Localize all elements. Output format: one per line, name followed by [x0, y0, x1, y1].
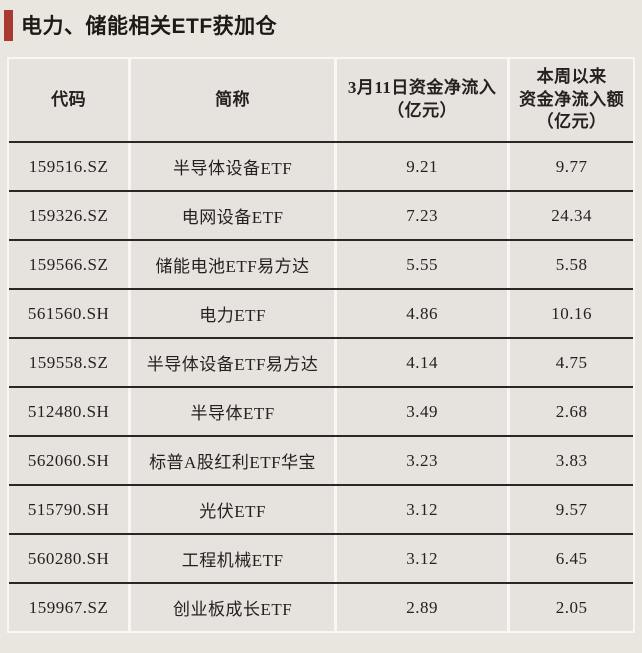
cell-code: 512480.SH	[9, 388, 129, 435]
cell-name: 半导体设备ETF	[131, 143, 334, 190]
cell-name: 储能电池ETF易方达	[131, 241, 334, 288]
table-row: 560280.SH 工程机械ETF 3.12 6.45	[9, 535, 633, 582]
cell-inflow-week: 2.68	[510, 388, 633, 435]
cell-code: 159566.SZ	[9, 241, 129, 288]
etf-inflow-table: 代码 简称 3月11日资金净流入 （亿元） 本周以来 资金净流入额 （亿元） 1…	[7, 57, 635, 633]
cell-inflow-week: 9.57	[510, 486, 633, 533]
cell-name: 半导体ETF	[131, 388, 334, 435]
cell-inflow-0311: 9.21	[336, 143, 508, 190]
cell-inflow-0311: 4.86	[336, 290, 508, 337]
row-separator	[9, 582, 633, 584]
cell-inflow-0311: 4.14	[336, 339, 508, 386]
table-body: 159516.SZ 半导体设备ETF 9.21 9.77 159326.SZ 电网设备ET…	[9, 141, 633, 631]
row-separator	[9, 435, 633, 437]
column-header-inflow-week: 本周以来 资金净流入额 （亿元）	[510, 59, 633, 141]
cell-inflow-0311: 5.55	[336, 241, 508, 288]
cell-inflow-week: 4.75	[510, 339, 633, 386]
row-separator	[9, 533, 633, 535]
cell-inflow-0311: 3.12	[336, 535, 508, 582]
table-row: 512480.SH 半导体ETF 3.49 2.68	[9, 388, 633, 435]
column-header-code: 代码	[9, 59, 129, 141]
row-separator	[9, 337, 633, 339]
column-header-line: 本周以来	[536, 66, 607, 86]
cell-inflow-week: 6.45	[510, 535, 633, 582]
cell-inflow-0311: 2.89	[336, 584, 508, 631]
column-header-line: 简称	[215, 89, 251, 109]
cell-code: 560280.SH	[9, 535, 129, 582]
cell-inflow-week: 24.34	[510, 192, 633, 239]
row-separator	[9, 190, 633, 192]
table-row: 159326.SZ 电网设备ETF 7.23 24.34	[9, 192, 633, 239]
row-separator	[9, 288, 633, 290]
table-row: 515790.SH 光伏ETF 3.12 9.57	[9, 486, 633, 533]
cell-inflow-week: 2.05	[510, 584, 633, 631]
column-header-name: 简称	[131, 59, 334, 141]
cell-inflow-0311: 3.12	[336, 486, 508, 533]
cell-inflow-0311: 7.23	[336, 192, 508, 239]
page-title: 电力、储能相关ETF获加仓	[21, 15, 278, 38]
cell-name: 创业板成长ETF	[131, 584, 334, 631]
table-row: 159967.SZ 创业板成长ETF 2.89 2.05	[9, 584, 633, 631]
cell-inflow-week: 10.16	[510, 290, 633, 337]
cell-inflow-week: 3.83	[510, 437, 633, 484]
column-header-line: 3月11日资金净流入	[347, 78, 497, 98]
table-header-row: 代码 简称 3月11日资金净流入 （亿元） 本周以来 资金净流入额 （亿元）	[9, 59, 633, 141]
row-separator	[9, 141, 633, 143]
table-row: 159516.SZ 半导体设备ETF 9.21 9.77	[9, 143, 633, 190]
column-header-line: 代码	[51, 89, 87, 109]
row-separator	[9, 484, 633, 486]
cell-code: 561560.SH	[9, 290, 129, 337]
cell-code: 159516.SZ	[9, 143, 129, 190]
table-row: 159558.SZ 半导体设备ETF易方达 4.14 4.75	[9, 339, 633, 386]
title-bar: 电力、储能相关ETF获加仓	[4, 9, 642, 41]
row-separator	[9, 239, 633, 241]
cell-name: 标普A股红利ETF华宝	[131, 437, 334, 484]
cell-name: 电网设备ETF	[131, 192, 334, 239]
table-row: 159566.SZ 储能电池ETF易方达 5.55 5.58	[9, 241, 633, 288]
cell-code: 515790.SH	[9, 486, 129, 533]
cell-inflow-week: 5.58	[510, 241, 633, 288]
table-row: 561560.SH 电力ETF 4.86 10.16	[9, 290, 633, 337]
column-header-line: （亿元）	[536, 112, 607, 132]
row-separator	[9, 386, 633, 388]
title-accent-bar	[4, 9, 13, 41]
cell-name: 半导体设备ETF易方达	[131, 339, 334, 386]
table-row: 562060.SH 标普A股红利ETF华宝 3.23 3.83	[9, 437, 633, 484]
column-header-line: 资金净流入额	[519, 89, 625, 109]
page: { "page": { "background_color": "#e9e6e0…	[0, 9, 642, 653]
cell-inflow-0311: 3.49	[336, 388, 508, 435]
column-header-inflow-0311: 3月11日资金净流入 （亿元）	[336, 59, 508, 141]
cell-inflow-week: 9.77	[510, 143, 633, 190]
cell-name: 工程机械ETF	[131, 535, 334, 582]
cell-code: 159326.SZ	[9, 192, 129, 239]
cell-code: 562060.SH	[9, 437, 129, 484]
cell-inflow-0311: 3.23	[336, 437, 508, 484]
cell-name: 光伏ETF	[131, 486, 334, 533]
cell-code: 159967.SZ	[9, 584, 129, 631]
cell-name: 电力ETF	[131, 290, 334, 337]
column-header-line: （亿元）	[387, 101, 458, 120]
cell-code: 159558.SZ	[9, 339, 129, 386]
